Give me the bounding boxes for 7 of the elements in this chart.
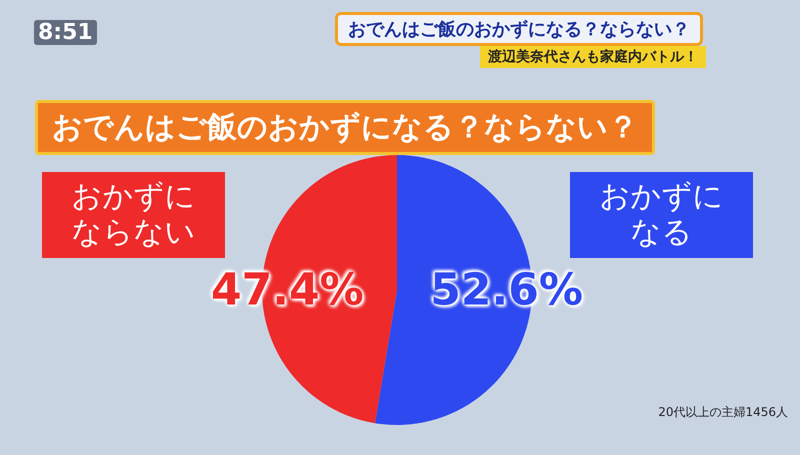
slice-label: おかずになる	[598, 179, 724, 251]
chart-subtitle: 渡辺美奈代さんも家庭内バトル！	[480, 46, 706, 68]
text: 20代以上の主婦1456人	[658, 404, 788, 421]
chart-title: おでんはご飯のおかずになる？ならない？	[35, 100, 655, 155]
text: おでんはご飯のおかずになる？ならない？	[335, 12, 703, 46]
slice-label: おかずにならない	[70, 179, 196, 251]
text: 8:51	[34, 20, 97, 45]
